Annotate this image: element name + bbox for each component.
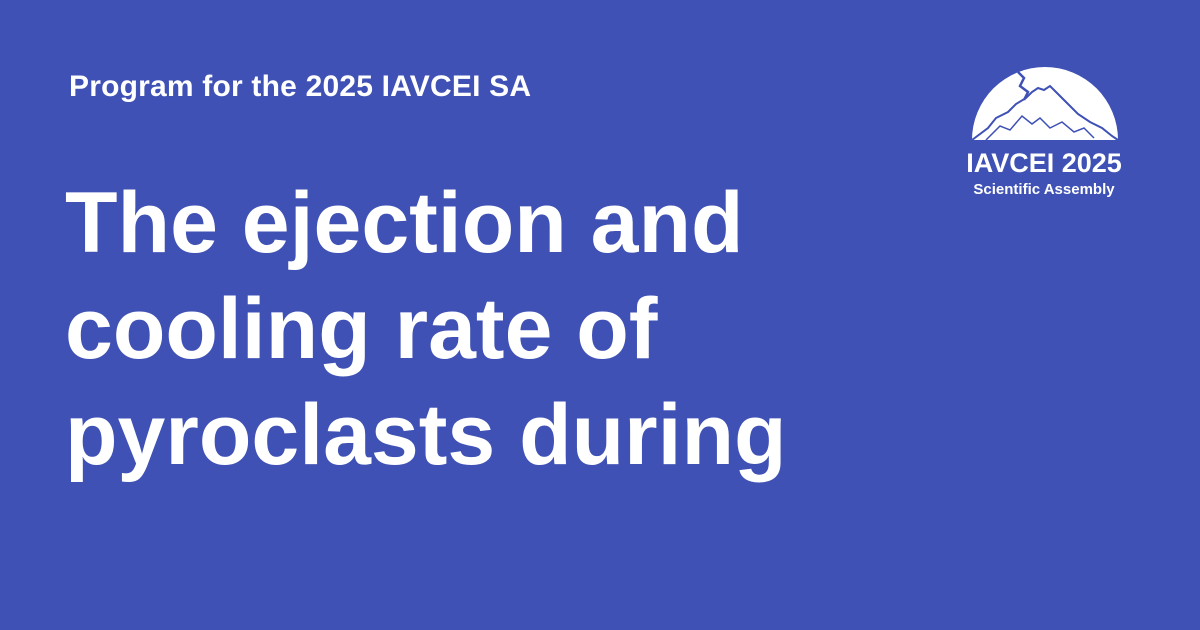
program-eyebrow: Program for the 2025 IAVCEI SA [69, 70, 532, 103]
iavcei-logo: IAVCEI 2025 Scientific Assembly [966, 58, 1122, 204]
logo-lower-ridge [985, 114, 1095, 141]
logo-crack-line [1017, 71, 1030, 101]
logo-subtitle-text: Scientific Assembly [973, 181, 1115, 198]
volcano-logo-icon: IAVCEI 2025 Scientific Assembly [966, 67, 1122, 198]
talk-title: The ejection and cooling rate of pyrocla… [65, 170, 925, 488]
title-line-3: pyroclasts during [65, 387, 787, 483]
logo-title-text: IAVCEI 2025 [966, 148, 1122, 178]
title-line-1: The ejection and [65, 175, 744, 271]
logo-semicircle-shape [972, 67, 1118, 140]
title-line-2: cooling rate of [65, 281, 658, 377]
logo-ridge-line [971, 84, 1119, 141]
